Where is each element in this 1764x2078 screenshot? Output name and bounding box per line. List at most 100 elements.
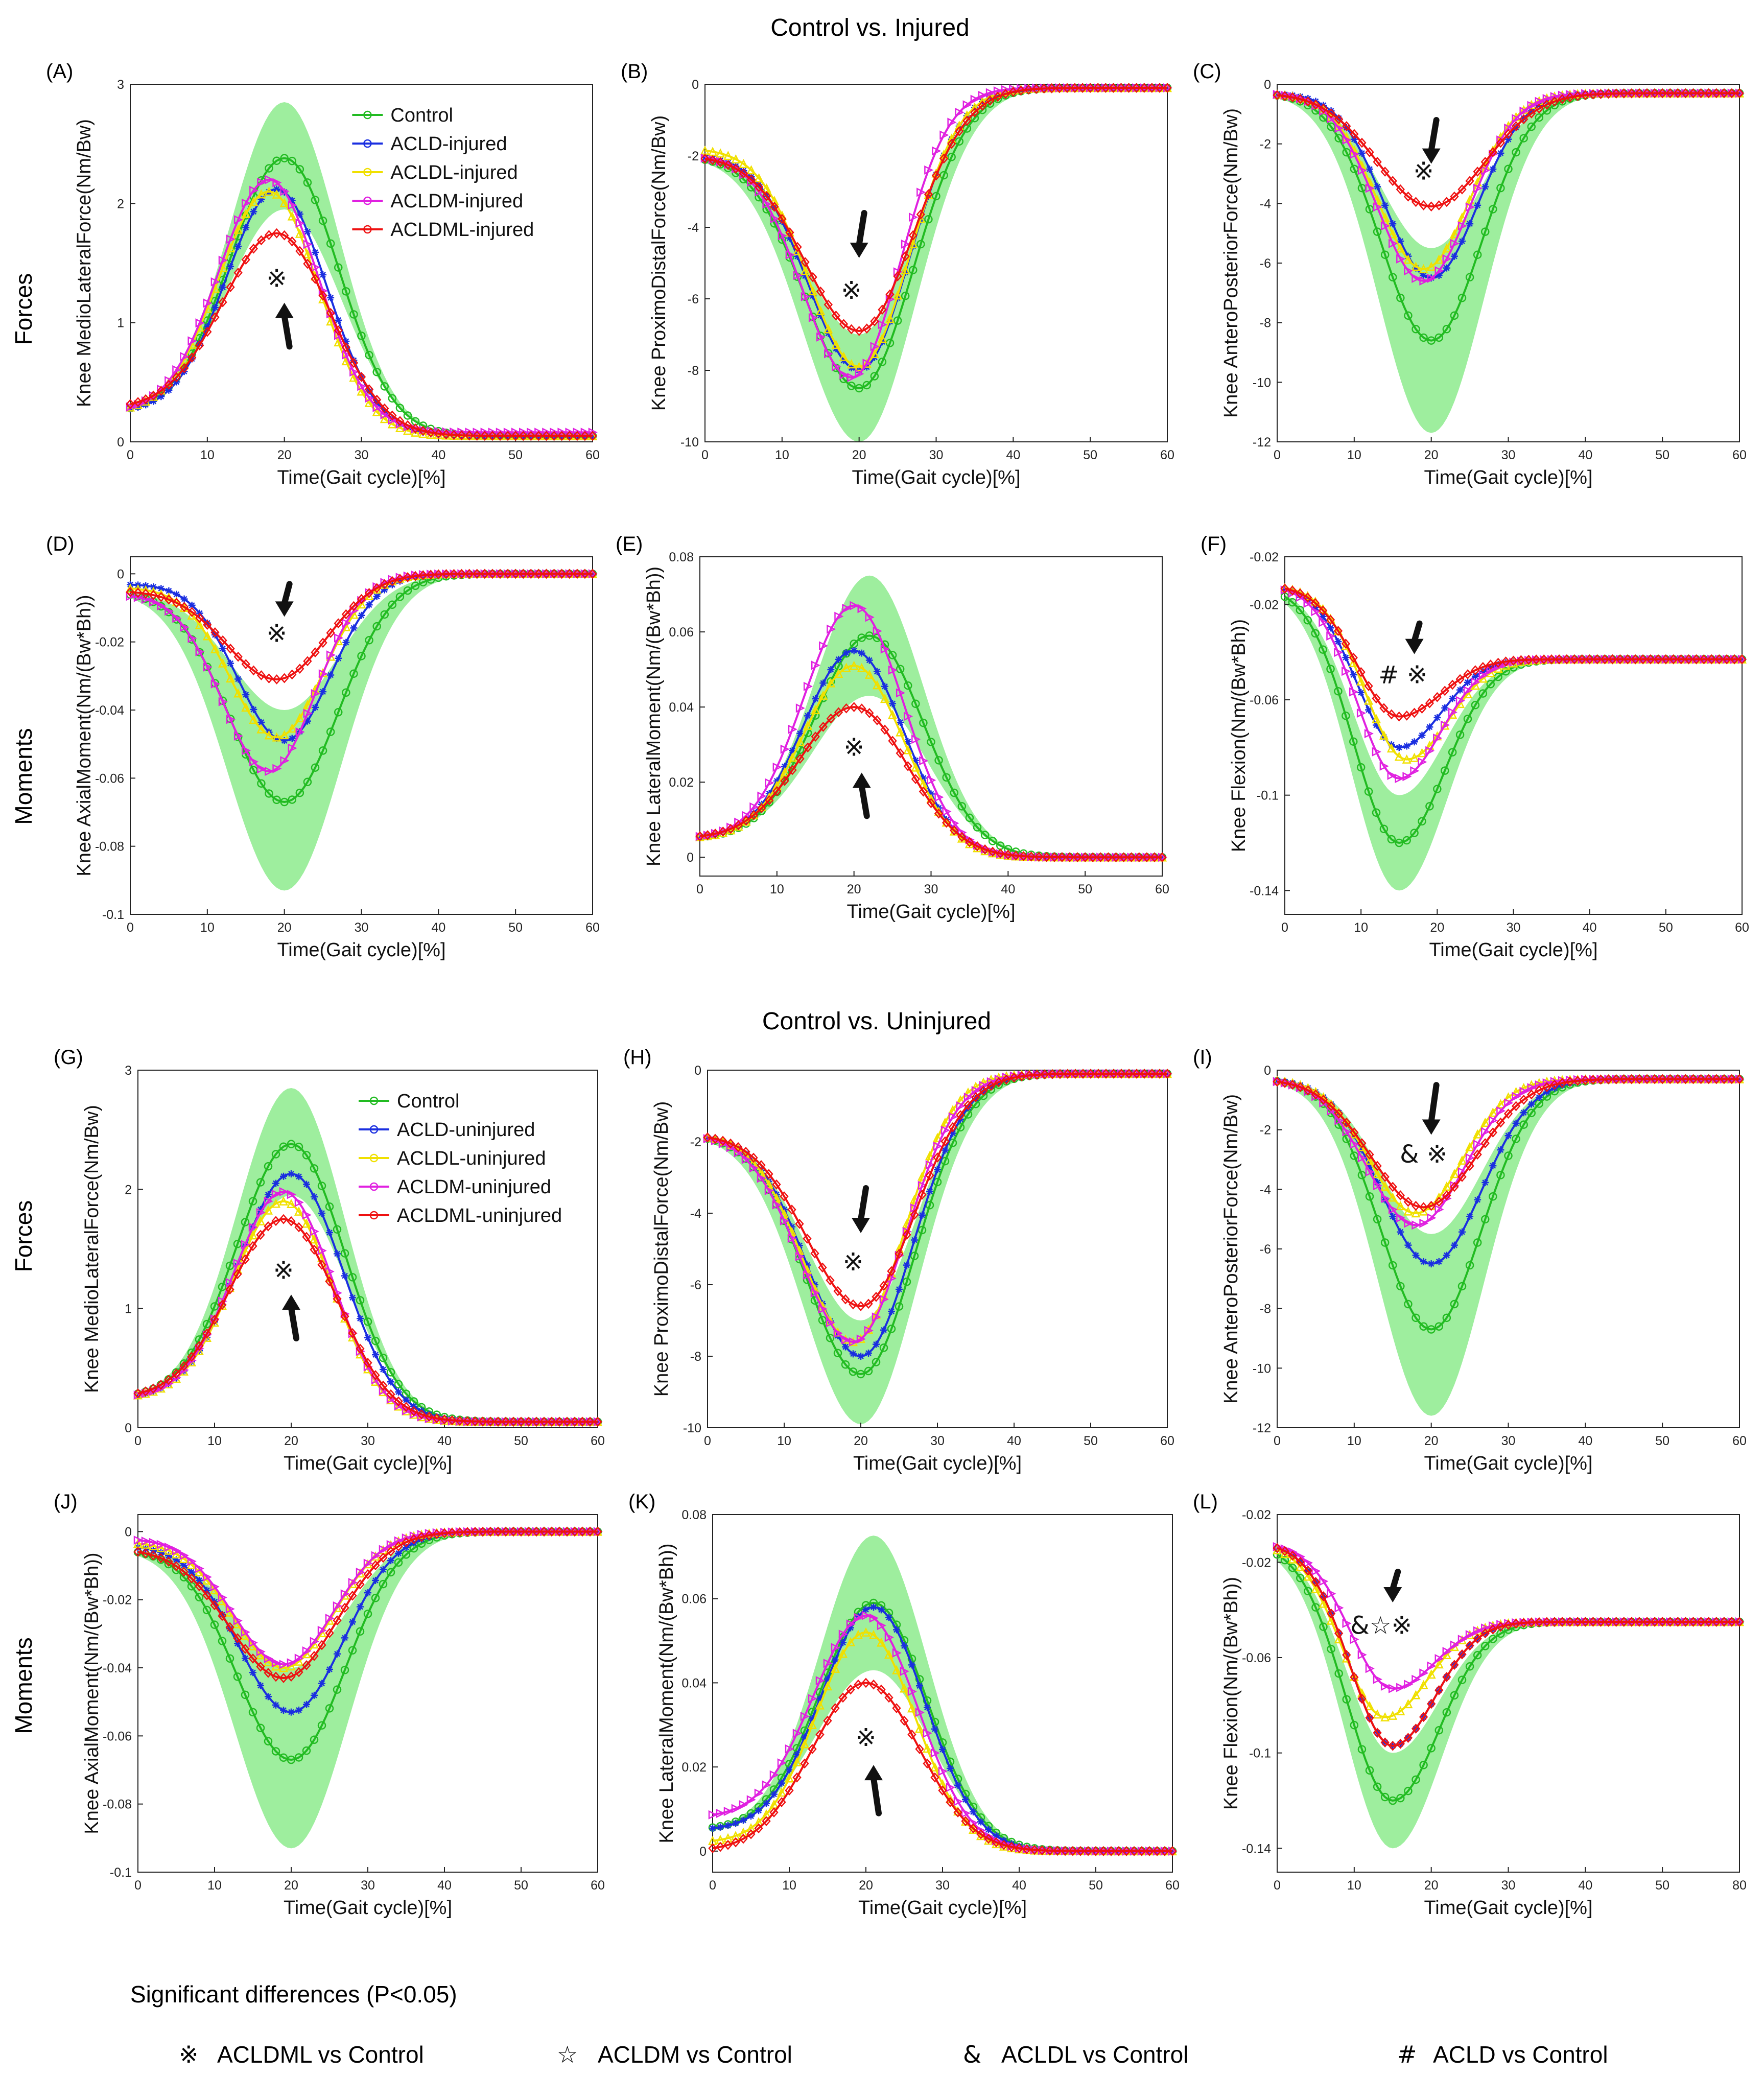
x-tick-label: 40 <box>1001 882 1015 896</box>
data-point <box>846 1619 856 1629</box>
data-point <box>1441 766 1449 775</box>
significance-annotation: ※ <box>266 265 287 293</box>
data-point <box>918 1189 927 1200</box>
x-tick-label: 30 <box>935 1878 950 1893</box>
data-point <box>838 1630 848 1639</box>
data-point <box>1481 1215 1490 1224</box>
data-point <box>1397 238 1404 245</box>
data-point <box>172 1368 181 1379</box>
data-point <box>279 730 289 740</box>
data-point <box>1588 1617 1598 1627</box>
data-point <box>357 652 366 660</box>
data-point <box>248 1222 258 1232</box>
data-point <box>257 177 267 187</box>
data-point <box>280 1707 287 1714</box>
data-point <box>195 647 205 656</box>
data-point <box>1404 1786 1413 1796</box>
data-point <box>1403 1699 1413 1709</box>
data-point <box>724 1822 732 1829</box>
data-point <box>1411 262 1421 271</box>
data-point <box>1459 238 1466 245</box>
data-point <box>1288 1563 1297 1572</box>
data-point <box>1677 654 1686 665</box>
data-point <box>1419 264 1428 273</box>
data-point <box>1727 88 1736 99</box>
data-point <box>1394 751 1404 761</box>
data-point <box>1373 1782 1382 1791</box>
data-point <box>1547 654 1556 665</box>
data-point <box>1111 852 1121 863</box>
data-point <box>1512 124 1520 131</box>
x-tick-label: 10 <box>770 882 784 896</box>
legend-marker <box>369 1125 379 1134</box>
legend-label: ACLDL-uninjured <box>397 1148 546 1169</box>
data-point <box>1465 1153 1475 1163</box>
data-point <box>911 699 920 709</box>
data-point <box>249 243 258 254</box>
data-point <box>441 569 451 579</box>
data-point <box>1350 129 1359 139</box>
data-point <box>149 1383 158 1394</box>
data-point <box>841 1360 850 1369</box>
data-point <box>1334 1669 1343 1678</box>
axes-box <box>707 1070 1168 1428</box>
data-point <box>1273 1543 1282 1553</box>
data-point <box>1535 1085 1544 1096</box>
x-tick-label: 0 <box>134 1434 142 1448</box>
data-point <box>149 590 158 600</box>
data-point <box>1524 654 1533 665</box>
data-point <box>1419 1680 1428 1689</box>
data-point <box>242 198 251 208</box>
data-point <box>816 286 825 297</box>
data-point <box>909 212 919 222</box>
y-tick-label: -8 <box>1260 1302 1271 1316</box>
data-point <box>923 1758 932 1769</box>
data-point <box>1288 1550 1297 1561</box>
data-point <box>1380 212 1390 222</box>
y-tick-label: 0 <box>699 1845 707 1859</box>
data-point <box>824 349 834 359</box>
data-point <box>1488 147 1497 157</box>
data-point <box>1350 135 1358 143</box>
data-point <box>149 390 158 401</box>
data-point <box>242 691 250 699</box>
data-point <box>1342 1127 1352 1137</box>
data-point <box>947 153 956 161</box>
data-point <box>878 358 887 366</box>
data-point <box>793 1751 801 1758</box>
data-point <box>869 1613 879 1623</box>
data-point <box>565 569 574 579</box>
data-point <box>1542 106 1551 115</box>
y-tick-label: -0.06 <box>103 1729 132 1743</box>
data-point <box>1412 325 1420 334</box>
data-point <box>1704 1074 1713 1084</box>
data-point <box>757 1173 766 1183</box>
data-point <box>723 1839 733 1850</box>
data-point <box>411 571 420 581</box>
data-point <box>1402 754 1412 764</box>
data-point <box>402 1406 411 1415</box>
data-point <box>780 1191 789 1202</box>
data-point <box>394 1380 403 1389</box>
data-point <box>808 313 818 322</box>
data-point <box>1303 1085 1312 1096</box>
data-point <box>532 1416 541 1427</box>
panel-f: (F)0 10 20 30 40 50 60-0.14-0.1-0.06-0.02-0.02… <box>1201 533 1749 961</box>
x-tick-label: 30 <box>924 882 938 896</box>
data-point <box>1273 90 1282 101</box>
panel-label: (I) <box>1193 1046 1212 1069</box>
data-point <box>542 428 552 437</box>
data-point <box>310 1244 319 1255</box>
significance-title: Significant differences (P<0.05) <box>130 1981 457 2008</box>
data-point <box>218 658 228 668</box>
sig-symbol-acldml: ※ <box>179 2041 199 2068</box>
data-point <box>1389 1205 1398 1214</box>
data-point <box>1673 88 1682 99</box>
data-point <box>312 249 319 256</box>
data-point <box>1427 336 1436 345</box>
data-point <box>326 727 335 736</box>
data-point <box>919 1211 926 1219</box>
data-point <box>233 224 243 234</box>
data-point <box>888 736 897 746</box>
series-line <box>137 1218 598 1423</box>
